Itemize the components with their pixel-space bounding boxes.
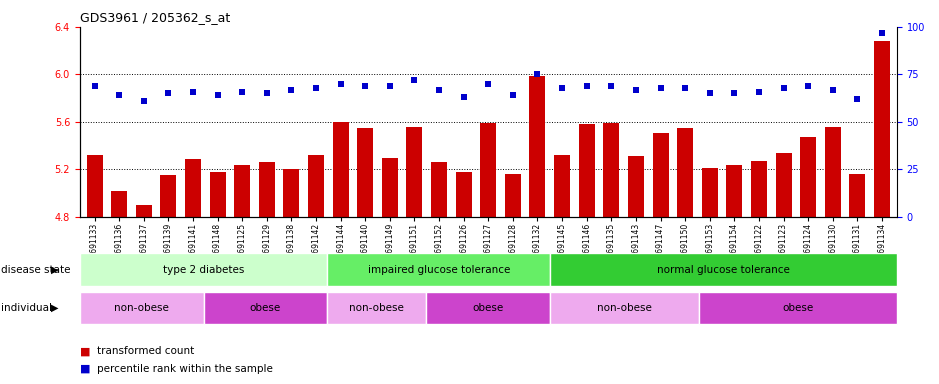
Text: disease state: disease state <box>1 265 70 275</box>
Bar <box>382 157 398 217</box>
Bar <box>677 128 693 217</box>
Bar <box>824 127 840 217</box>
Bar <box>578 124 594 217</box>
Bar <box>751 161 767 217</box>
Bar <box>161 175 177 217</box>
Bar <box>604 123 620 217</box>
Bar <box>209 172 225 217</box>
Bar <box>185 159 201 217</box>
Text: non-obese: non-obese <box>597 303 652 313</box>
Text: type 2 diabetes: type 2 diabetes <box>162 265 244 275</box>
Bar <box>874 41 890 217</box>
Bar <box>455 172 471 217</box>
Bar <box>653 132 669 217</box>
Text: percentile rank within the sample: percentile rank within the sample <box>97 364 272 374</box>
Bar <box>136 205 152 217</box>
Text: individual: individual <box>1 303 52 313</box>
Bar <box>284 169 300 217</box>
Text: non-obese: non-obese <box>115 303 169 313</box>
Text: obese: obese <box>250 303 281 313</box>
Bar <box>86 155 102 217</box>
Bar <box>776 153 792 217</box>
Bar <box>850 174 866 217</box>
Bar <box>332 122 348 217</box>
Bar <box>259 162 275 217</box>
Bar <box>530 76 546 217</box>
Text: non-obese: non-obese <box>349 303 405 313</box>
Bar <box>407 127 423 217</box>
Text: ■: ■ <box>80 364 90 374</box>
Bar <box>234 165 250 217</box>
Text: obese: obese <box>782 303 813 313</box>
Bar <box>480 123 497 217</box>
Bar <box>554 155 570 217</box>
Text: ▶: ▶ <box>51 303 58 313</box>
Bar <box>800 137 816 217</box>
Text: GDS3961 / 205362_s_at: GDS3961 / 205362_s_at <box>80 12 230 25</box>
Bar <box>701 168 717 217</box>
Text: impaired glucose tolerance: impaired glucose tolerance <box>367 265 510 275</box>
Bar <box>505 174 521 217</box>
Text: transformed count: transformed count <box>97 346 194 356</box>
Text: obese: obese <box>472 303 504 313</box>
Text: ▶: ▶ <box>51 265 58 275</box>
Bar <box>727 165 743 217</box>
Bar <box>308 155 324 217</box>
Text: normal glucose tolerance: normal glucose tolerance <box>657 265 790 275</box>
Bar <box>628 156 644 217</box>
Text: ■: ■ <box>80 346 90 356</box>
Bar <box>431 162 447 217</box>
Bar <box>357 128 373 217</box>
Bar <box>111 191 127 217</box>
